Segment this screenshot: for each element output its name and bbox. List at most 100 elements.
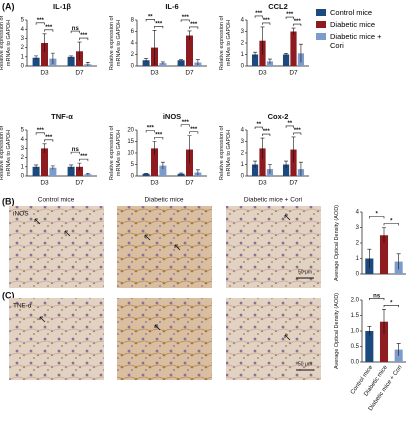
y-tick-label: 2 — [21, 45, 25, 51]
y-tick-label: 5 — [21, 18, 25, 24]
error-bar — [85, 62, 90, 66]
bar — [251, 164, 259, 176]
y-tick-label: 20 — [127, 128, 134, 134]
error-bar — [260, 137, 265, 159]
y-tick-label: 0 — [241, 174, 245, 180]
micrograph — [226, 298, 321, 380]
significance-label: *** — [147, 126, 155, 132]
y-axis-title-text: Relative expression of mRNAs to GAPDH — [0, 15, 12, 71]
significance-bracket — [180, 19, 190, 22]
significance-label: ** — [148, 14, 153, 20]
y-axis-title-text: Relative expression of mRNAs to GAPDH — [109, 125, 122, 181]
arrows — [34, 214, 291, 341]
significance-label: *** — [45, 25, 53, 31]
y-tick-label: 15 — [127, 139, 134, 145]
y-axis-title-text: Average Optical Density (AOD) — [334, 293, 340, 370]
error-bar — [382, 309, 386, 335]
significance-bracket — [254, 15, 263, 18]
chart-title: Cox-2 — [268, 112, 289, 121]
bar — [41, 43, 48, 66]
error-bar — [77, 162, 82, 171]
chart-title: CCL2 — [268, 2, 288, 11]
y-axis-title-text: Average Optical Density (AOD) — [334, 205, 340, 282]
significance-bracket — [254, 126, 263, 130]
y-axis-title: Relative expression of mRNAs to GAPDH — [219, 126, 232, 180]
significance-bracket — [383, 223, 399, 226]
x-tick-label: D3 — [40, 70, 49, 77]
error-bar — [396, 343, 401, 356]
error-bar — [144, 58, 149, 62]
y-axis-title: Relative expression of mRNAs to GAPDH — [219, 16, 232, 70]
significance-bracket — [70, 30, 80, 34]
error-bar — [298, 161, 303, 176]
bar — [159, 63, 167, 66]
legend-entry: Diabetic mice + Cori — [316, 32, 408, 50]
significance-bracket — [44, 29, 54, 32]
significance-bracket — [383, 305, 399, 308]
bar — [290, 31, 297, 66]
y-tick-label: 2 — [21, 155, 25, 161]
y-tick-label: 1.0 — [351, 329, 360, 335]
y-tick-label: 0 — [21, 174, 25, 180]
significance-label: *** — [263, 129, 271, 135]
y-tick-label: 3 — [241, 139, 245, 145]
y-tick-label: 4 — [21, 27, 25, 33]
image-column-title: Control mice — [38, 197, 75, 204]
significance-label: ** — [287, 121, 292, 127]
error-bar — [50, 52, 55, 65]
bar — [67, 166, 75, 176]
bar — [32, 57, 40, 66]
bar — [32, 166, 40, 176]
error-bar — [50, 165, 55, 170]
significance-bracket — [293, 23, 302, 27]
significance-bracket — [79, 37, 89, 41]
y-tick-label: 1 — [241, 52, 245, 58]
significance-label: * — [390, 219, 393, 225]
x-tick-label: D7 — [75, 180, 84, 187]
y-tick-label: 4 — [241, 128, 245, 134]
x-tick-label: D7 — [289, 70, 298, 77]
significance-label: *** — [37, 18, 45, 24]
error-bar — [34, 164, 39, 169]
error-bar — [144, 172, 149, 175]
y-tick-label: 6 — [131, 29, 135, 35]
bar — [177, 60, 185, 66]
y-axis-title: Relative expression of mRNAs to GAPDH — [109, 125, 122, 181]
y-tick-label: 2.0 — [351, 298, 360, 304]
x-tick-label: D3 — [150, 180, 159, 187]
error-bar — [195, 59, 200, 66]
y-tick-label: 3 — [21, 36, 25, 42]
significance-label: *** — [80, 154, 88, 160]
y-tick-label: 4 — [131, 41, 135, 47]
significance-bracket — [154, 26, 164, 29]
significance-bracket — [79, 158, 89, 162]
error-bar — [253, 51, 258, 57]
significance-bracket — [285, 16, 294, 20]
image-column-title: Diabetic mice — [144, 197, 183, 204]
y-tick-label: 1 — [21, 164, 25, 170]
y-tick-label: 0 — [131, 174, 135, 180]
bar — [186, 35, 193, 66]
error-bar — [69, 55, 74, 58]
y-tick-label: 0.0 — [351, 360, 360, 366]
y-tick-label: 10 — [127, 151, 134, 157]
significance-bracket — [369, 216, 385, 219]
bar — [251, 54, 259, 66]
significance-label: *** — [190, 127, 198, 133]
y-axis-title: Relative expression of mRNAs to GAPDH — [0, 126, 12, 180]
significance-label: *** — [37, 128, 45, 134]
panel-label: (B) — [2, 196, 15, 206]
significance-bracket — [154, 137, 164, 140]
legend-swatch — [316, 9, 326, 16]
bar — [259, 148, 266, 176]
y-tick-label: 4 — [356, 210, 360, 216]
significance-label: *** — [263, 18, 271, 24]
bar — [142, 173, 150, 176]
significance-label: ns — [72, 147, 80, 153]
error-bar — [367, 248, 372, 268]
bar — [290, 149, 297, 176]
legend: Control mice Diabetic mice Diabetic mice +… — [316, 8, 408, 53]
legend-entry: Control mice — [316, 8, 408, 17]
